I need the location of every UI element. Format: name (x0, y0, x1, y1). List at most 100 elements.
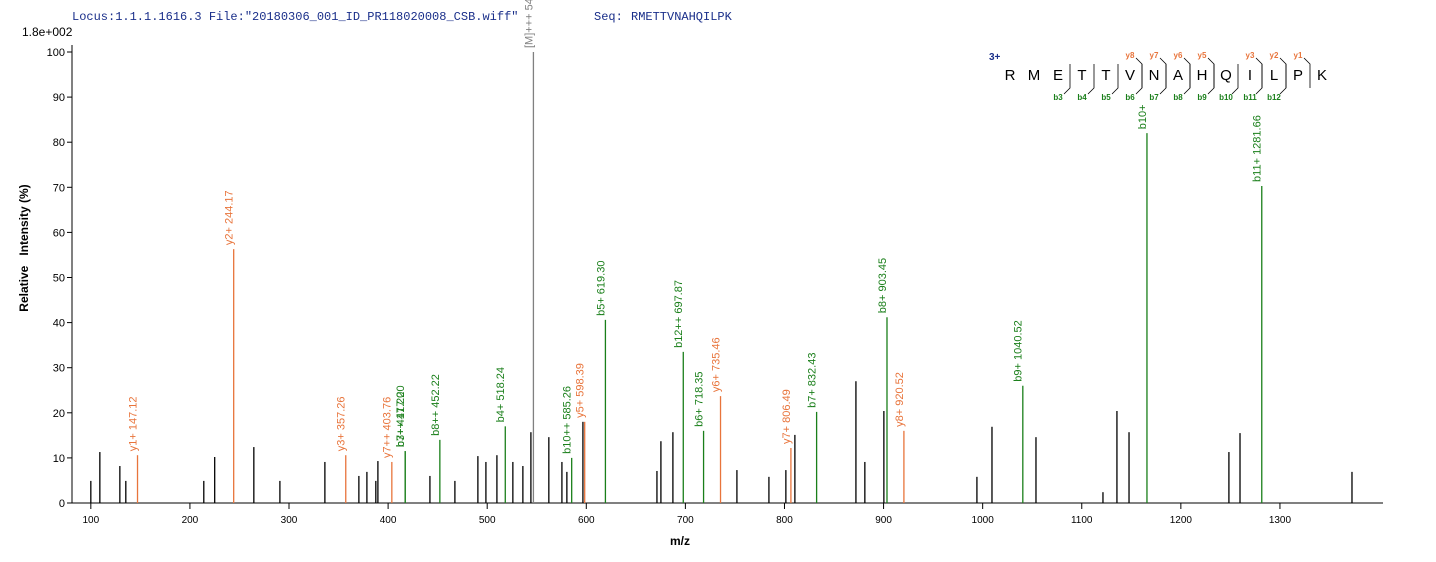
y-tick-label: 30 (53, 363, 65, 375)
b-cleavage (1207, 64, 1215, 95)
residue: Q (1220, 67, 1232, 84)
residue: T (1077, 67, 1086, 84)
y-tick-label: 100 (47, 47, 65, 59)
b-ion-label: b11 (1243, 93, 1257, 102)
b-ion-label: b4 (1077, 93, 1087, 102)
peak-label: y2+ 244.17 (224, 190, 236, 245)
x-tick-label: 1100 (1071, 515, 1093, 526)
peak-label: y8+ 920.52 (894, 372, 906, 427)
peak-label: b6+ 718.35 (693, 371, 705, 426)
x-tick-label: 800 (776, 515, 793, 526)
y-cleavage (1159, 57, 1167, 88)
x-tick-label: 600 (578, 515, 595, 526)
y-ion-label: y2 (1270, 51, 1279, 60)
b-cleavage (1183, 64, 1191, 95)
y-ion-label: y1 (1294, 51, 1303, 60)
b-cleavage (1063, 64, 1071, 95)
y-ion-label: y8 (1126, 51, 1135, 60)
y-ion-label: y6 (1174, 51, 1183, 60)
x-tick-label: 200 (182, 515, 199, 526)
y-tick-label: 60 (53, 227, 65, 239)
y-cleavage (1135, 57, 1143, 88)
scale-note: 1.8e+002 (22, 25, 73, 39)
x-tick-label: 500 (479, 515, 496, 526)
residue: T (1101, 67, 1110, 84)
peak-label: b3+ 417.20 (395, 392, 407, 447)
b-ion-label: b5 (1101, 93, 1111, 102)
b-ion-label: b9 (1197, 93, 1207, 102)
peak-label: b8++ 452.22 (430, 374, 442, 436)
y-tick-label: 90 (53, 92, 65, 104)
y-cleavage (1255, 57, 1263, 88)
x-tick-label: 100 (82, 515, 99, 526)
y-ion-label: y5 (1198, 51, 1207, 60)
peak-label: y5+ 598.39 (575, 363, 587, 418)
y-tick-label: 40 (53, 318, 65, 330)
header-seq-label: Seq: (594, 10, 623, 24)
x-tick-label: 900 (875, 515, 892, 526)
y-cleavage (1183, 57, 1191, 88)
residue: H (1197, 67, 1208, 84)
x-tick-label: 400 (380, 515, 397, 526)
x-tick-label: 700 (677, 515, 694, 526)
peak-label: b11+ 1281.66 (1252, 115, 1264, 182)
residue: R (1005, 67, 1016, 84)
residue: K (1317, 67, 1327, 84)
y-axis-label: Relative Intensity (%) (17, 184, 31, 311)
b-ion-label: b3 (1053, 93, 1063, 102)
x-axis-label: m/z (670, 534, 690, 548)
residue: L (1270, 67, 1278, 84)
residue: P (1293, 67, 1303, 84)
residue: M (1028, 67, 1041, 84)
y-tick-label: 70 (53, 182, 65, 194)
b-cleavage (1087, 64, 1095, 95)
x-tick-label: 300 (281, 515, 298, 526)
peak-label: [M]+++ 546.64 (523, 0, 535, 48)
peak-label: b8+ 903.45 (877, 258, 889, 313)
b-ion-label: b10 (1219, 93, 1233, 102)
y-tick-label: 20 (53, 408, 65, 420)
peak-label: b7++ 417.20 (395, 385, 407, 447)
peak-label: b7+ 832.43 (807, 353, 819, 408)
b-ion-label: b12 (1267, 93, 1281, 102)
peak-label: y6+ 735.46 (710, 337, 722, 392)
peak-label: y7+ 806.49 (781, 389, 793, 444)
peak-label: y7++ 403.76 (382, 397, 394, 458)
y-cleavage (1303, 57, 1311, 88)
y-tick-label: 80 (53, 137, 65, 149)
b-cleavage (1255, 64, 1263, 95)
header-locus: Locus:1.1.1.1616.3 File:"20180306_001_ID… (72, 10, 518, 24)
peak-label: b4+ 518.24 (495, 367, 507, 422)
peak-label: y1+ 147.12 (127, 396, 139, 451)
peak-label: b12++ 697.87 (673, 280, 685, 348)
peak-label: b9+ 1040.52 (1013, 320, 1025, 381)
x-tick-label: 1200 (1170, 515, 1193, 526)
y-ion-label: y7 (1150, 51, 1159, 60)
b-cleavage (1279, 64, 1287, 95)
y-ion-label: y3 (1246, 51, 1255, 60)
y-tick-label: 10 (53, 453, 65, 465)
b-ion-label: b8 (1173, 93, 1183, 102)
y-cleavage (1279, 57, 1287, 88)
residue: E (1053, 67, 1063, 84)
charge-state: 3+ (989, 52, 1001, 63)
b-cleavage (1135, 64, 1143, 95)
residue: A (1173, 67, 1183, 84)
peak-label: b10+ (1137, 104, 1149, 129)
y-cleavage (1207, 57, 1215, 88)
y-tick-label: 0 (59, 498, 65, 510)
b-cleavage (1231, 64, 1239, 95)
b-ion-label: b6 (1125, 93, 1135, 102)
residue: I (1248, 67, 1252, 84)
peak-label: b10++ 585.26 (562, 386, 574, 454)
x-tick-label: 1000 (972, 515, 995, 526)
header-sequence: RMETTVNAHQILPK (631, 10, 733, 24)
peak-label: y3+ 357.26 (336, 396, 348, 451)
residue: V (1125, 67, 1135, 84)
b-cleavage (1111, 64, 1119, 95)
residue: N (1149, 67, 1160, 84)
peak-label: b5+ 619.30 (595, 261, 607, 316)
x-tick-label: 1300 (1269, 515, 1292, 526)
y-tick-label: 50 (53, 273, 65, 285)
